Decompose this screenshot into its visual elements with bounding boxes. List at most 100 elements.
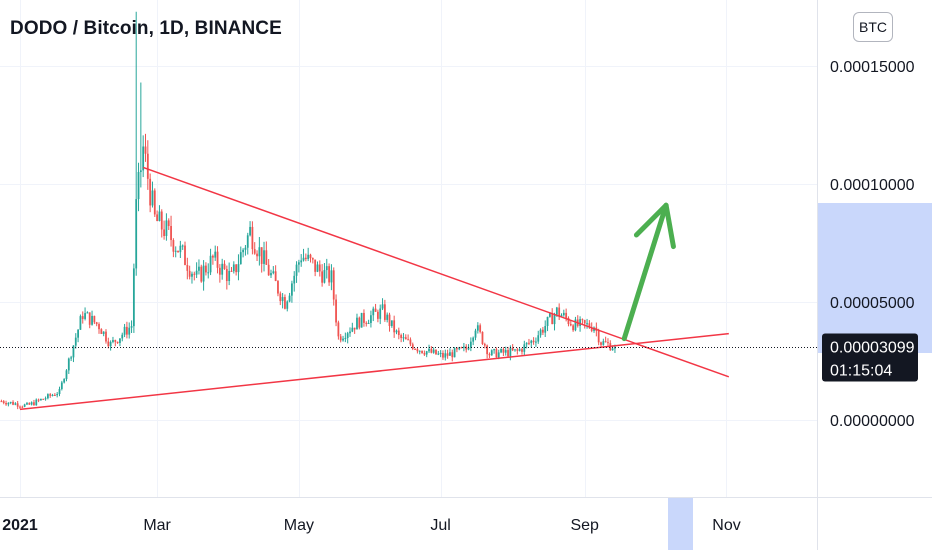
current-price-value: 0.00003099: [830, 340, 915, 357]
candle-up: [286, 301, 289, 309]
candle-up: [614, 346, 616, 349]
candle-down: [481, 331, 484, 344]
candle-up: [119, 338, 121, 343]
candle-down: [149, 178, 152, 206]
candle-down: [21, 406, 24, 408]
candle-up: [288, 295, 291, 302]
candle-up: [302, 257, 305, 261]
candle-down: [2, 401, 5, 403]
candle-down: [590, 327, 593, 331]
candle-up: [316, 264, 319, 272]
candle-down: [374, 308, 377, 312]
candle-up: [221, 263, 224, 275]
candle-down: [33, 402, 35, 406]
candle-up: [60, 382, 63, 390]
candle-up: [548, 313, 551, 317]
candle-up: [525, 342, 528, 345]
candle-down: [388, 314, 391, 326]
candle-up: [500, 348, 502, 353]
candle-down: [400, 335, 403, 339]
candle-down: [502, 348, 505, 353]
candle-up: [469, 341, 472, 348]
candle-down: [328, 266, 330, 283]
candle-down: [172, 240, 175, 252]
candle-up: [432, 349, 435, 353]
candle-up: [249, 226, 251, 236]
candle-down: [153, 190, 156, 215]
candle-down: [100, 329, 103, 334]
candle-down: [105, 331, 107, 342]
candle-up: [202, 265, 205, 282]
candle-up: [474, 330, 477, 338]
currency-button[interactable]: BTC: [853, 12, 893, 42]
time-axis[interactable]: 2021 Mar May Jul Sep Nov: [2, 517, 741, 534]
price-axis[interactable]: 0.00015000 0.00010000 0.00005000 0.00000000: [830, 59, 915, 430]
candle-up: [112, 340, 114, 342]
candle-up: [356, 317, 358, 330]
candle-down: [93, 315, 96, 323]
candle-down: [267, 264, 270, 276]
candle-up: [109, 341, 112, 347]
candle-down: [435, 349, 437, 355]
candle-up: [70, 357, 73, 359]
candle-down: [311, 258, 314, 260]
candle-down: [376, 311, 379, 319]
candle-up: [493, 349, 495, 351]
candle-down: [335, 299, 337, 323]
candle-down: [170, 225, 172, 241]
candle-down: [98, 324, 100, 330]
candle-up: [449, 352, 451, 356]
candle-down: [353, 327, 356, 330]
candle-up: [586, 323, 588, 325]
candle-up: [165, 220, 168, 236]
candle-down: [279, 293, 282, 302]
candle-down: [532, 340, 535, 343]
candle-up: [467, 347, 470, 350]
candle-up: [139, 170, 142, 173]
candle-down: [558, 307, 561, 317]
candle-up: [602, 341, 605, 345]
candle-down: [0, 401, 3, 403]
candle-up: [207, 272, 210, 274]
candle-down: [551, 313, 554, 325]
candle-down: [37, 399, 40, 401]
candle-down: [507, 350, 509, 357]
candle-down: [337, 322, 340, 337]
candle-up: [518, 349, 521, 351]
candle-up: [418, 350, 421, 352]
candle-down: [528, 342, 530, 344]
candle-down: [421, 350, 423, 354]
candle-up: [174, 250, 177, 252]
candle-up: [158, 211, 161, 221]
candle-up: [56, 393, 59, 396]
candle-up: [65, 370, 68, 380]
candle-up: [121, 334, 124, 339]
current-price-label: 0.00003099 01:15:04: [822, 333, 918, 382]
candle-up: [63, 379, 66, 383]
candle-up: [26, 403, 28, 405]
candle-up: [198, 266, 200, 271]
candle-up: [44, 398, 47, 400]
candle-down: [88, 312, 91, 325]
time-tick-label: Mar: [143, 517, 171, 534]
candle-up: [132, 268, 135, 327]
candle-up: [74, 337, 77, 346]
candle-down: [483, 343, 486, 346]
price-tick-label: 0.00010000: [830, 177, 915, 194]
price-tick-label: 0.00005000: [830, 295, 915, 312]
candle-up: [46, 394, 49, 399]
candle-down: [12, 401, 14, 405]
candle-down: [304, 257, 307, 260]
grid-lines: [0, 0, 817, 497]
candle-down: [265, 250, 268, 265]
candle-down: [167, 220, 170, 226]
candle-up: [523, 344, 526, 352]
candle-up: [232, 264, 235, 272]
candle-up: [214, 251, 217, 258]
candle-down: [223, 263, 226, 270]
candle-up: [123, 326, 126, 335]
candle-up: [395, 330, 398, 333]
candle-up: [372, 308, 375, 316]
candle-down: [146, 153, 149, 179]
